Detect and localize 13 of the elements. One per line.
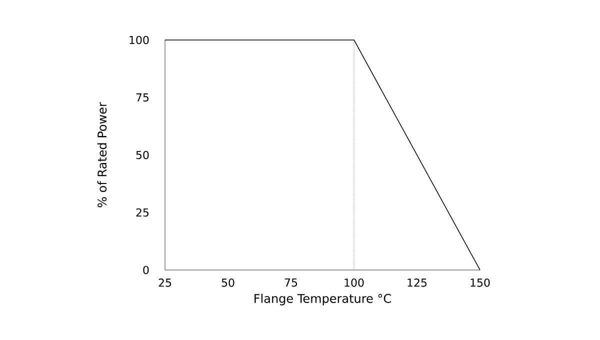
y-tick-label: 75 [136, 93, 149, 102]
x-tick-label: 100 [344, 278, 364, 287]
y-tick-label: 100 [130, 36, 149, 44]
y-axis-title: % of Rated Power [97, 102, 107, 208]
x-tick-label: 125 [408, 278, 427, 287]
x-tick-label: 25 [158, 278, 172, 287]
x-axis-title: Flange Temperature °C [254, 294, 391, 306]
y-tick-label: 0 [143, 266, 149, 274]
x-tick-label: 150 [470, 278, 490, 287]
y-tick-label: 25 [136, 208, 149, 217]
y-tick-label: 50 [136, 150, 149, 160]
x-tick-label: 75 [284, 278, 298, 287]
x-tick-label: 50 [222, 278, 234, 287]
